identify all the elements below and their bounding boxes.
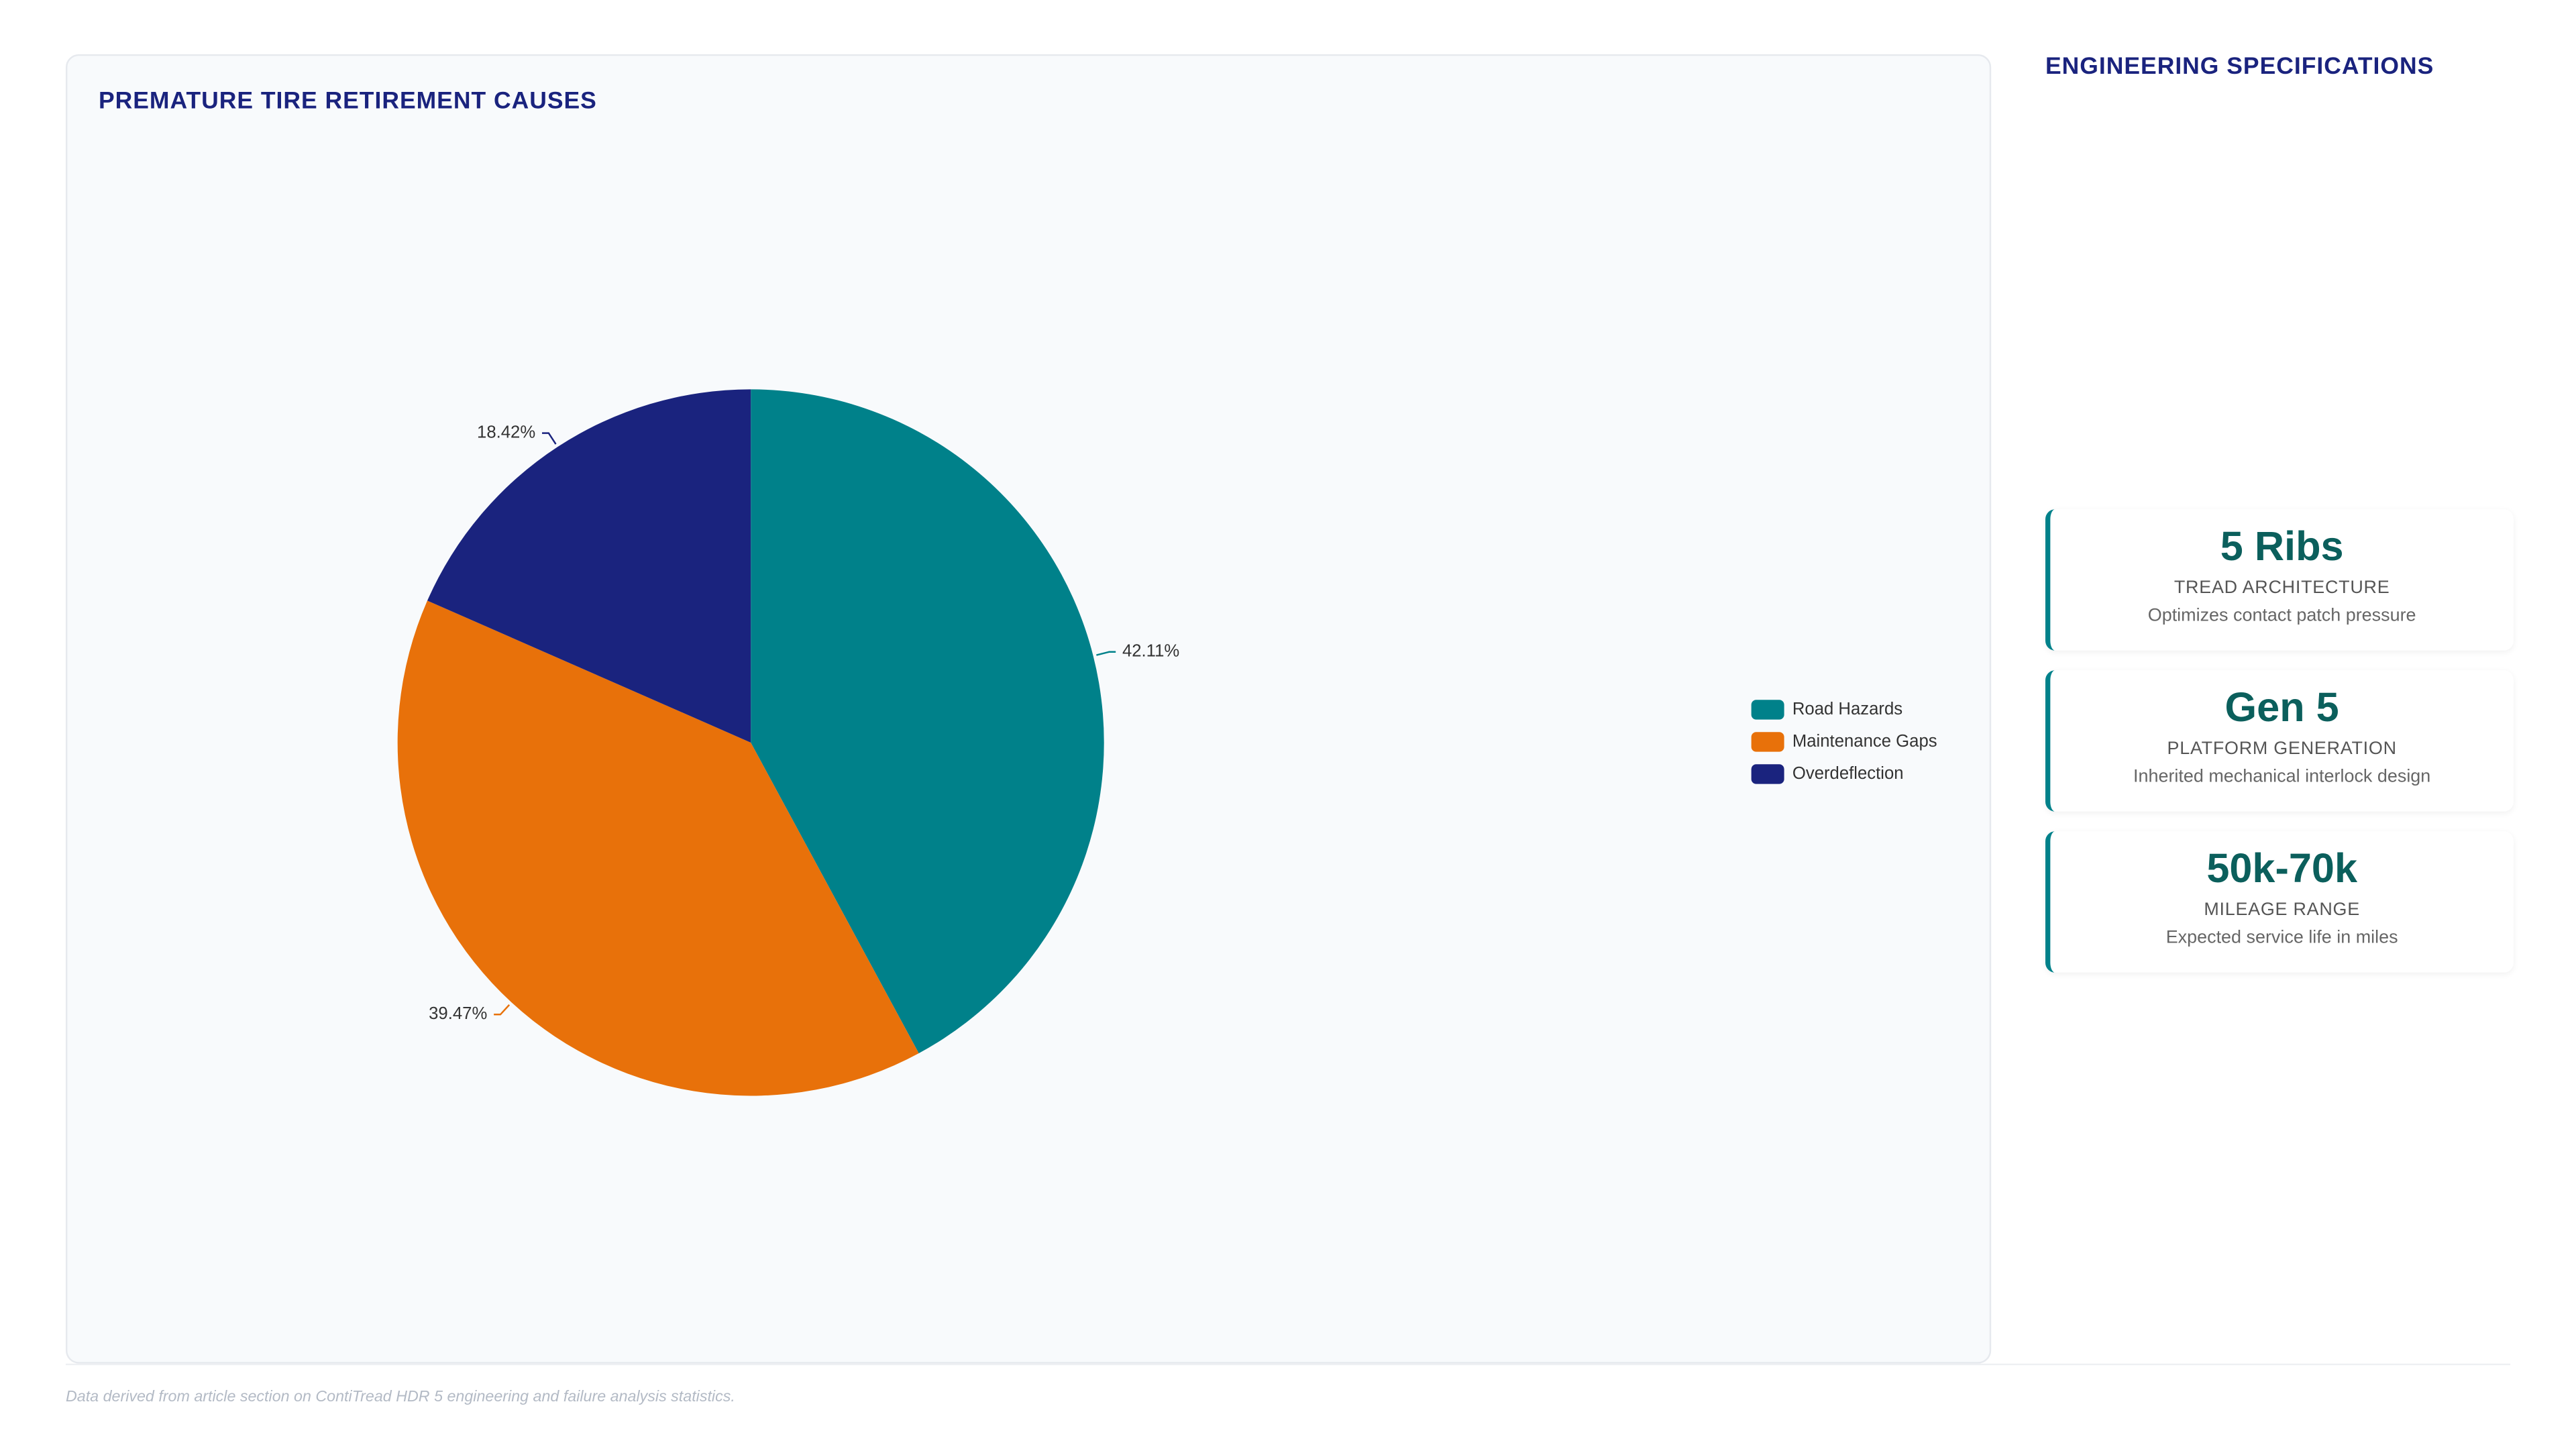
chart-card: PREMATURE TIRE RETIREMENT CAUSES 42.11% 3…	[65, 54, 1992, 1364]
data-label: 39.47%	[429, 1004, 487, 1023]
legend-label: Overdeflection	[1792, 764, 1904, 783]
spec-description: Optimizes contact patch pressure	[2147, 606, 2416, 627]
chart: 42.11% 39.47% 18.42% Road Hazards Maintenanc…	[397, 389, 1937, 1096]
data-label: 42.11%	[1122, 642, 1179, 661]
pie-slice	[397, 600, 919, 1096]
spec-description: Expected service life in miles	[2165, 928, 2398, 949]
spec-value: Gen 5	[2224, 685, 2339, 731]
pie-slice	[751, 389, 1104, 1054]
leader-line	[542, 432, 557, 445]
spec-card: 50k-70k MILEAGE RANGE Expected service lif…	[2045, 831, 2514, 973]
chart-title: PREMATURE TIRE RETIREMENT CAUSES	[98, 89, 597, 115]
legend-swatch	[1751, 700, 1784, 720]
footnote: Data derived from article section on Con…	[65, 1388, 735, 1407]
spec-label: PLATFORM GENERATION	[2167, 739, 2397, 759]
leader-line	[494, 1004, 511, 1016]
spec-label: TREAD ARCHITECTURE	[2174, 578, 2390, 598]
spec-value: 50k-70k	[2206, 846, 2358, 892]
spec-label: MILEAGE RANGE	[2204, 900, 2360, 920]
leader-line	[1096, 651, 1116, 656]
spec-description: Inherited mechanical interlock design	[2133, 767, 2431, 788]
spec-card: 5 Ribs TREAD ARCHITECTURE Optimizes contac…	[2045, 509, 2514, 651]
specs-title: ENGINEERING SPECIFICATIONS	[2045, 54, 2434, 81]
pie-slice	[427, 389, 751, 743]
legend-swatch	[1751, 764, 1784, 784]
spec-value: 5 Ribs	[2220, 524, 2344, 570]
spec-card: Gen 5 PLATFORM GENERATION Inherited mechan…	[2045, 670, 2514, 812]
divider	[65, 1363, 2511, 1366]
legend-swatch	[1751, 732, 1784, 752]
legend-label: Road Hazards	[1792, 700, 1902, 718]
legend-label: Maintenance Gaps	[1792, 732, 1937, 751]
data-label: 18.42%	[477, 423, 535, 441]
